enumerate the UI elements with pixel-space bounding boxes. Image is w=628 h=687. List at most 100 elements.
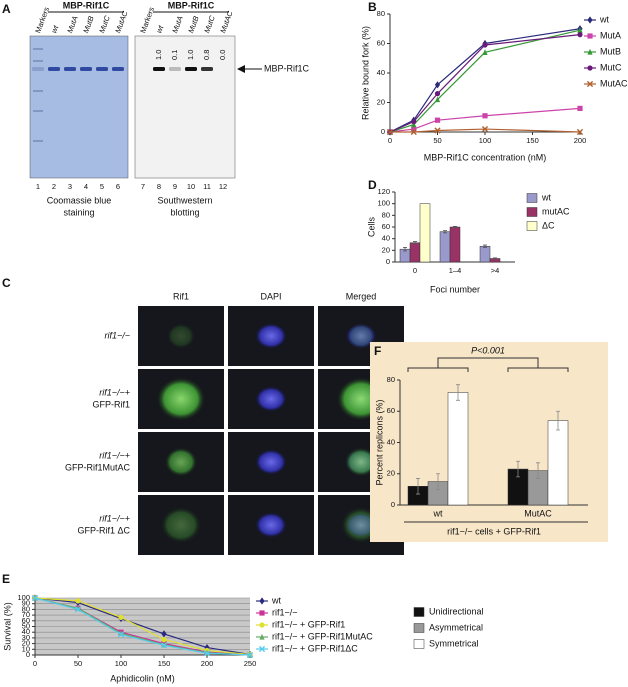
row-label: GFP-Rif1MutAC <box>65 462 131 472</box>
legend-label: Asymmetrical <box>429 622 483 632</box>
lane-number: 1 <box>36 182 40 191</box>
band-quant: 0.8 <box>202 50 211 60</box>
lane-number: 11 <box>203 182 211 191</box>
row-label: rif1−/− <box>104 330 130 340</box>
rif1-signal <box>167 323 195 349</box>
error-bar <box>536 462 540 479</box>
error-bar <box>483 244 487 248</box>
y-tick-label: 50 <box>22 621 30 630</box>
point <box>482 113 488 119</box>
protein-band <box>153 67 165 71</box>
lane-number: 2 <box>52 182 56 191</box>
y-tick-label: 0 <box>26 650 30 659</box>
nucleus-dapi <box>255 323 287 349</box>
error-bar <box>456 384 460 401</box>
point <box>259 597 265 605</box>
row-label: GFP-Rif1 ΔC <box>77 525 130 535</box>
legend-label: ΔC <box>542 220 555 230</box>
series-line <box>34 597 251 656</box>
protein-band <box>201 67 213 71</box>
point <box>259 633 265 640</box>
point <box>203 650 211 657</box>
y-tick-label: 0 <box>391 500 395 509</box>
lane-number: 5 <box>100 182 104 191</box>
lane-label: MutAC <box>113 9 129 34</box>
y-tick-label: 10 <box>22 644 30 653</box>
point <box>411 121 417 128</box>
error-bar <box>493 257 497 260</box>
bar <box>449 226 461 263</box>
x-tick-label: 50 <box>74 659 82 668</box>
point <box>74 606 82 613</box>
lane-label: MutA <box>65 15 79 35</box>
error-bar <box>556 410 560 431</box>
point <box>246 651 254 659</box>
lane-label: MutAC <box>218 9 234 34</box>
point <box>75 598 81 604</box>
point <box>434 117 441 123</box>
x-tick-label: 0 <box>388 136 392 145</box>
bar <box>479 246 491 263</box>
nucleus-dapi <box>255 512 287 538</box>
point <box>481 125 489 133</box>
legend-label: wt <box>599 14 609 24</box>
point <box>482 49 488 55</box>
point <box>576 128 584 136</box>
point <box>386 128 394 136</box>
bar <box>547 420 569 506</box>
lane-label: MutA <box>170 15 184 35</box>
x-tick-label: 200 <box>574 136 587 145</box>
annotation: P<0.001 <box>471 345 505 355</box>
protein-band <box>185 67 197 71</box>
legend-label: Unidirectional <box>429 606 484 616</box>
significance-bracket <box>407 357 569 372</box>
lane-label: MutB <box>186 15 200 35</box>
y-tick-label: 40 <box>22 627 30 636</box>
y-tick-label: 70 <box>22 610 30 619</box>
lane-label: wt <box>49 23 60 34</box>
y-axis-label: Survival (%) <box>2 602 12 651</box>
panel-label: D <box>368 178 377 192</box>
y-tick-label: 90 <box>22 599 30 608</box>
column-header: DAPI <box>260 291 281 301</box>
lane-number: 7 <box>141 182 145 191</box>
x-tick-label: 0 <box>413 266 417 275</box>
point <box>434 127 441 134</box>
y-tick-label: 30 <box>22 633 30 642</box>
y-tick-label: 60 <box>382 222 390 231</box>
point <box>587 33 593 39</box>
gel-image <box>134 35 236 179</box>
error-bar <box>443 230 447 234</box>
point <box>587 65 593 71</box>
error-bar <box>416 478 420 495</box>
point <box>587 48 593 55</box>
y-axis-label: Relative bound fork (%) <box>360 26 370 120</box>
panel-label: A <box>2 2 11 16</box>
point <box>259 610 265 616</box>
legend-label: wt <box>541 192 551 202</box>
point <box>586 80 594 88</box>
panel-background <box>370 342 608 542</box>
band-quant: 0.1 <box>170 50 179 60</box>
point <box>482 42 488 48</box>
column-header: Rif1 <box>173 291 189 301</box>
legend-swatch <box>526 193 538 203</box>
x-tick-label: 200 <box>201 659 214 668</box>
bar <box>419 203 431 263</box>
point <box>161 630 167 638</box>
marker-band <box>33 60 43 62</box>
marker-band <box>33 90 43 92</box>
band-quant: 1.0 <box>186 50 195 60</box>
panel-label: C <box>2 276 11 290</box>
point <box>577 105 583 111</box>
y-tick-label: 80 <box>382 210 390 219</box>
point <box>160 642 168 649</box>
lane-label: MutC <box>97 14 112 34</box>
point <box>577 27 583 33</box>
error-bar <box>403 247 407 252</box>
point <box>411 119 417 125</box>
row-label: GFP-Rif1 <box>92 399 130 409</box>
protein-band <box>96 67 108 71</box>
band-quant: 0.0 <box>218 50 227 60</box>
legend-swatch <box>526 207 538 217</box>
